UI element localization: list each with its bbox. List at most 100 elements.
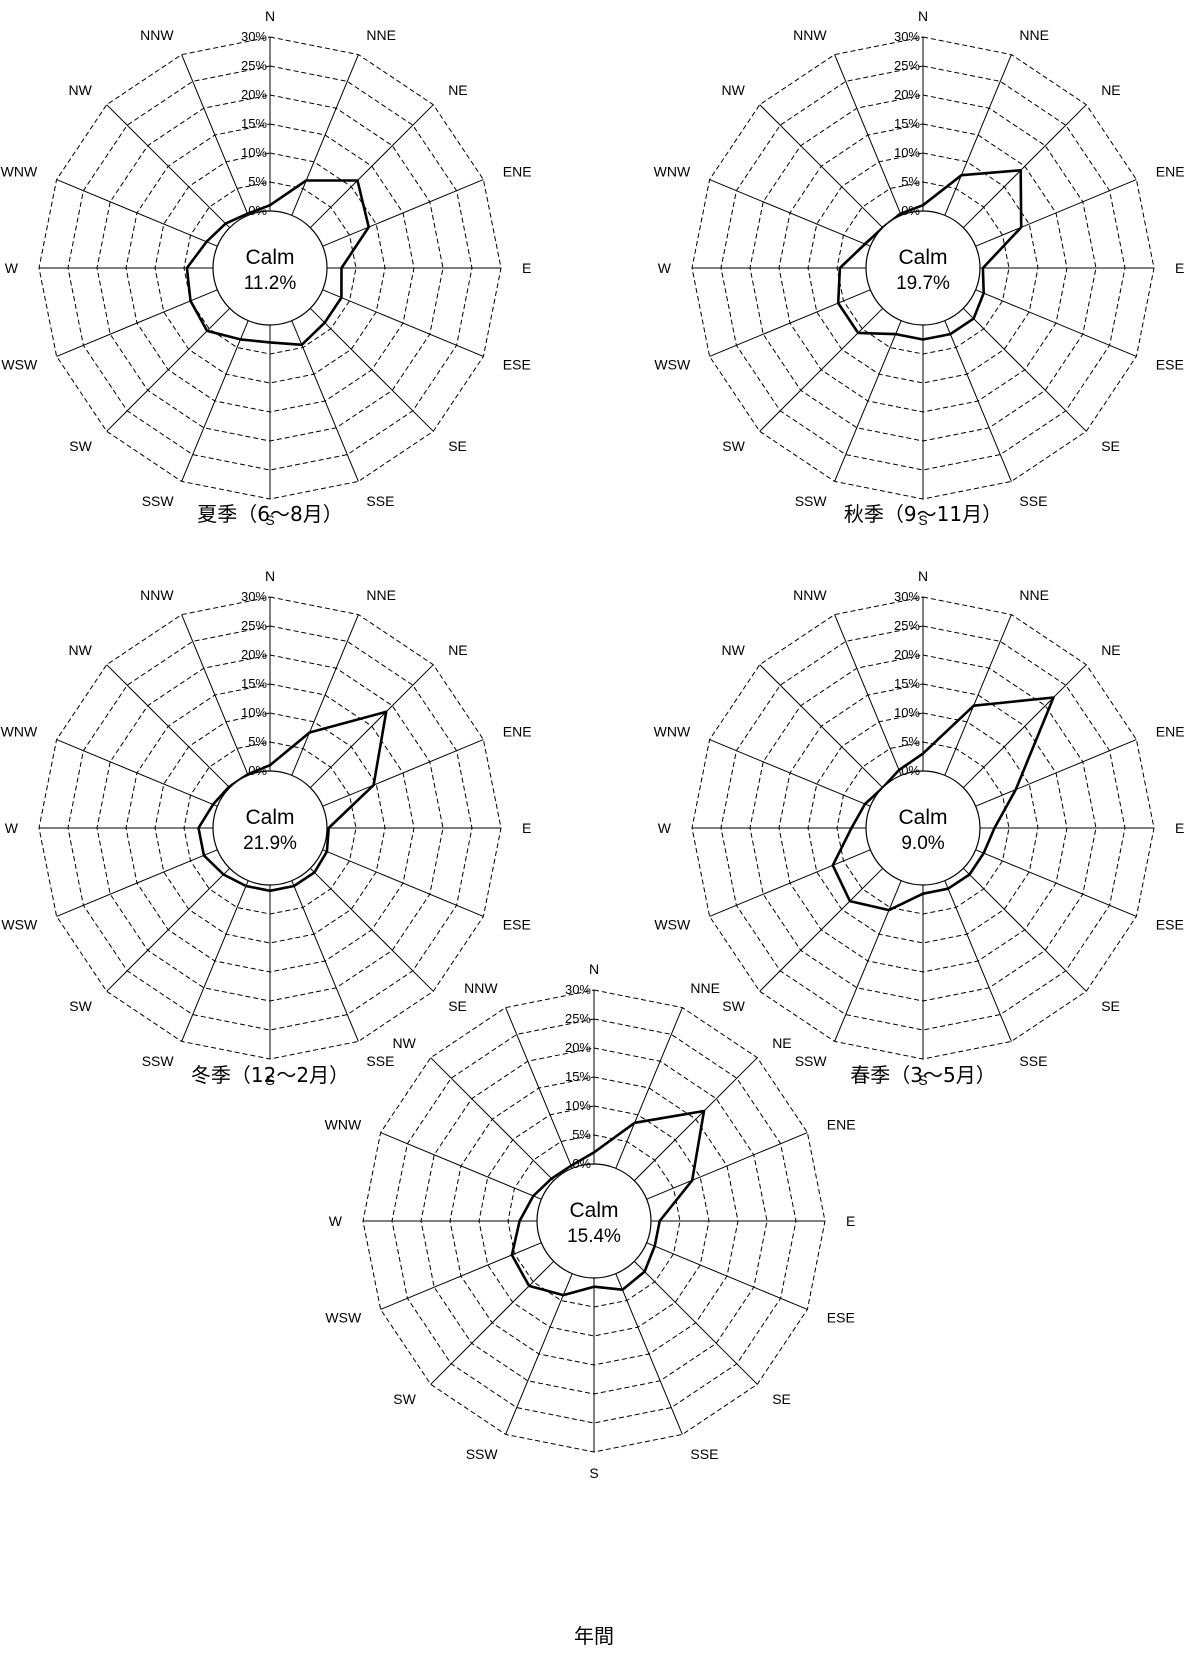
direction-label-ne: NE [772,1035,791,1051]
wind-rose-4: Calm 9.0% 0% 5% 10% 15% 20% 25% 30% N NNE NE ENE E ESE… [654,568,1185,1088]
direction-label-nnw: NNW [140,587,174,603]
grid-ring [720,625,1126,1031]
spoke-wnw [380,1132,542,1200]
spoke-ne [633,1057,758,1182]
direction-label-se: SE [1101,438,1120,454]
direction-label-ne: NE [1101,82,1120,98]
spoke-nnw [181,614,249,776]
spoke-nnw [181,54,249,216]
chart-caption: 冬季（12～2月） [191,1063,349,1087]
ring-tick-label: 0% [572,1156,591,1171]
frequency-series-line [831,696,1055,912]
wind-rose-2: Calm 19.7% 0% 5% 10% 15% 20% 25% 30% N NNE NE ENE E ES… [654,8,1185,528]
direction-label-wnw: WNW [325,1117,362,1133]
direction-label-n: N [918,8,928,24]
spoke-se [962,307,1087,432]
spoke-se [309,307,434,432]
ring-tick-label: 20% [565,1040,591,1055]
spoke-sw [106,307,231,432]
direction-label-nnw: NNW [793,27,827,43]
frequency-series-line [510,1109,706,1297]
direction-label-w: W [658,820,672,836]
spoke-sw [430,1260,555,1385]
direction-label-sse: SSE [366,493,394,509]
direction-label-w: W [5,820,19,836]
direction-label-w: W [329,1213,343,1229]
spoke-wsw [56,289,218,357]
spoke-ssw [834,320,902,482]
calm-label: Calm [898,806,947,829]
calm-circle [212,770,328,886]
direction-label-ese: ESE [1156,916,1184,932]
spoke-ene [975,179,1137,247]
frequency-series-line [836,169,1023,341]
ring-tick-label: 20% [894,647,920,662]
calm-value: 11.2% [244,273,297,294]
ring-tick-label: 30% [241,29,267,44]
spoke-ne [309,104,434,229]
frequency-series-line [185,179,371,347]
direction-label-nnw: NNW [140,27,174,43]
direction-label-ene: ENE [1156,164,1185,180]
direction-label-sse: SSE [690,1446,718,1462]
direction-label-nne: NNE [366,27,396,43]
direction-label-e: E [522,260,531,276]
ring-tick-label: 15% [894,676,920,691]
spoke-ne [962,664,1087,789]
calm-value: 15.4% [567,1226,621,1247]
calm-value: 21.9% [243,833,297,854]
direction-label-e: E [846,1213,855,1229]
direction-label-s: S [265,512,274,528]
calm-label: Calm [569,1199,618,1222]
ring-tick-label: 20% [241,87,267,102]
spoke-nw [759,664,884,789]
direction-label-ese: ESE [503,916,531,932]
spoke-nw [106,664,231,789]
direction-label-se: SE [1101,998,1120,1014]
spoke-wnw [56,739,218,807]
spoke-wnw [709,739,871,807]
spoke-nne [944,54,1012,216]
direction-label-sw: SW [69,438,92,454]
chart-caption: 夏季（6～8月） [197,502,342,526]
direction-label-wsw: WSW [1,916,38,932]
ring-tick-label: 25% [894,58,920,73]
spoke-nnw [505,1007,573,1169]
direction-label-n: N [918,568,928,584]
grid-ring [67,65,473,471]
spoke-nw [106,104,231,229]
direction-label-sw: SW [722,998,745,1014]
spoke-nw [759,104,884,229]
direction-label-nw: NW [68,642,92,658]
direction-label-wsw: WSW [654,356,691,372]
direction-label-nne: NNE [1019,27,1049,43]
ring-tick-label: 10% [241,145,267,160]
direction-label-ssw: SSW [795,1053,828,1069]
calm-value: 9.0% [901,833,944,854]
direction-label-e: E [522,820,531,836]
spoke-ese [646,1242,808,1310]
spoke-wnw [709,179,871,247]
spoke-nne [615,1007,683,1169]
ring-tick-label: 30% [894,29,920,44]
ring-tick-label: 15% [241,676,267,691]
ring-tick-label: 10% [894,705,920,720]
grid-ring [720,65,1126,471]
direction-label-ene: ENE [503,164,532,180]
chart-caption: 年間 [574,1624,614,1648]
direction-label-nw: NW [721,82,745,98]
direction-label-sw: SW [69,998,92,1014]
ring-tick-label: 25% [894,618,920,633]
direction-label-nnw: NNW [464,980,498,996]
direction-label-ene: ENE [1156,724,1185,740]
direction-label-s: S [918,512,927,528]
spoke-sw [759,307,884,432]
direction-label-n: N [265,8,275,24]
wind-rose-5: Calm 15.4% 0% 5% 10% 15% 20% 25% 30% N NNE NE ENE E ES… [325,961,856,1648]
direction-label-s: S [918,1072,927,1088]
spoke-nne [291,54,359,216]
direction-label-wsw: WSW [654,916,691,932]
spoke-ene [646,1132,808,1200]
spoke-sse [291,320,359,482]
